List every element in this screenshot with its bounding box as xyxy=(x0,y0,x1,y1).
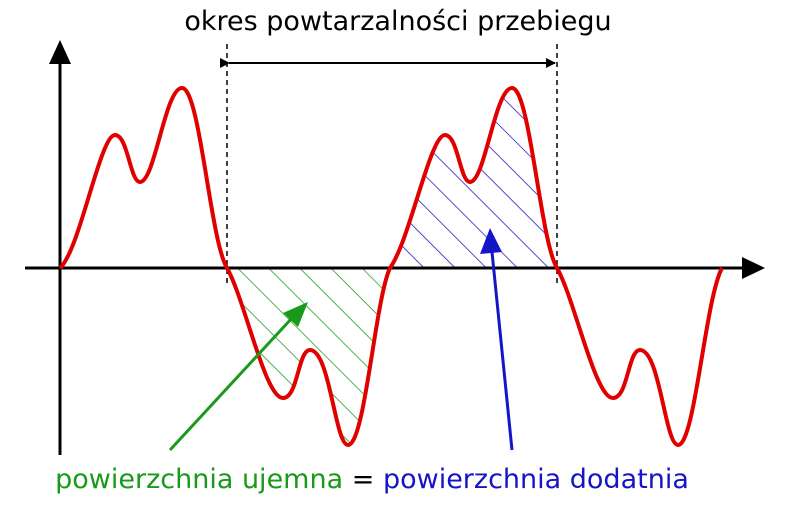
positive-area xyxy=(390,88,557,268)
waveform xyxy=(58,85,724,448)
caption-negative: powierzchnia ujemna xyxy=(55,464,343,495)
negative-pointer xyxy=(168,316,294,452)
caption-positive: powierzchnia dodatnia xyxy=(383,464,689,495)
title: okres powtarzalności przebiegu xyxy=(184,6,611,37)
negative-pointer-head xyxy=(283,302,308,327)
negative-area xyxy=(227,268,390,445)
x-axis-arrow xyxy=(742,257,765,279)
caption-equals: = xyxy=(352,464,375,495)
positive-pointer xyxy=(490,251,514,451)
caption: powierzchnia ujemna = powierzchnia dodat… xyxy=(55,464,689,495)
y-axis-arrow xyxy=(49,40,71,64)
positive-pointer-head xyxy=(480,228,502,254)
